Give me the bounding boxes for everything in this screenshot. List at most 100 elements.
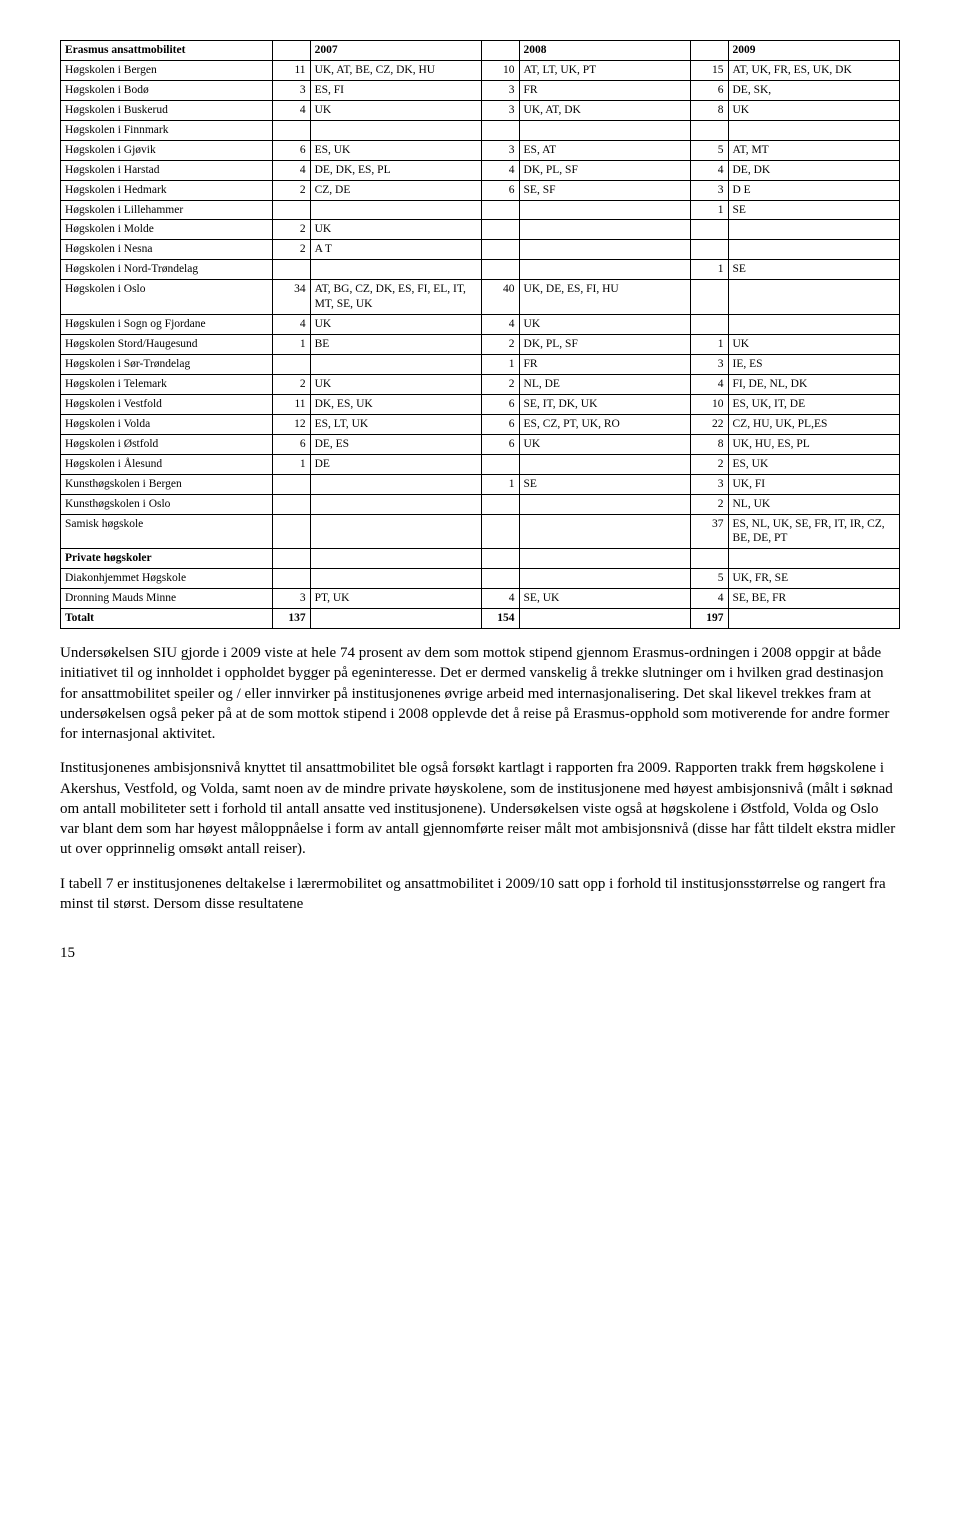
table-cell: 1 [273,335,311,355]
table-cell: AT, MT [728,140,900,160]
table-cell: 197 [690,609,728,629]
table-cell: UK [310,374,481,394]
table-cell [519,240,690,260]
table-header-row: Erasmus ansattmobilitet 2007 2008 2009 [61,41,900,61]
th-2009: 2009 [728,41,900,61]
table-cell: 4 [482,160,520,180]
table-cell: SE [728,200,900,220]
table-cell [482,200,520,220]
table-row: Diakonhjemmet Høgskole5UK, FR, SE [61,569,900,589]
table-row: Høgskolen i Oslo34AT, BG, CZ, DK, ES, FI… [61,280,900,315]
table-cell: Kunsthøgskolen i Bergen [61,474,273,494]
table-cell: A T [310,240,481,260]
th-n2 [482,41,520,61]
table-cell: 137 [273,609,311,629]
table-cell: AT, LT, UK, PT [519,60,690,80]
table-cell: UK [519,315,690,335]
table-cell [482,260,520,280]
table-cell: 4 [273,315,311,335]
table-cell: 2 [273,240,311,260]
table-cell: Høgskolen i Telemark [61,374,273,394]
table-cell [690,120,728,140]
table-cell: UK [728,335,900,355]
table-cell: UK, HU, ES, PL [728,434,900,454]
table-cell [482,494,520,514]
table-row: Høgskolen i Buskerud4UK3UK, AT, DK8UK [61,100,900,120]
table-cell [310,120,481,140]
table-cell: UK [310,315,481,335]
table-cell: 22 [690,414,728,434]
table-cell: 6 [482,180,520,200]
table-cell: 6 [273,140,311,160]
table-row: Høgskolen i Sør-Trøndelag1FR3IE, ES [61,355,900,375]
table-cell: 5 [690,569,728,589]
table-cell: 11 [273,60,311,80]
table-cell: SE, BE, FR [728,589,900,609]
table-cell [482,240,520,260]
table-cell: Høgskolen i Harstad [61,160,273,180]
table-cell: Høgskolen i Sør-Trøndelag [61,355,273,375]
table-row: Høgskolen i Ålesund1DE2ES, UK [61,454,900,474]
paragraph-3: I tabell 7 er institusjonenes deltakelse… [60,874,900,915]
table-cell: Høgskolen i Bodø [61,80,273,100]
table-cell: UK, DE, ES, FI, HU [519,280,690,315]
table-cell [690,315,728,335]
table-cell: Høgskolen i Oslo [61,280,273,315]
table-cell: UK, FR, SE [728,569,900,589]
table-cell: Høgskolen i Lillehammer [61,200,273,220]
table-cell: SE, SF [519,180,690,200]
table-cell: Totalt [61,609,273,629]
table-cell: 5 [690,140,728,160]
table-cell: SE [728,260,900,280]
table-cell: 3 [690,474,728,494]
table-cell: UK, AT, BE, CZ, DK, HU [310,60,481,80]
table-cell: 34 [273,280,311,315]
table-cell: 3 [273,589,311,609]
table-cell: Høgskolen i Nesna [61,240,273,260]
table-cell [273,120,311,140]
table-cell [690,280,728,315]
table-cell: CZ, DE [310,180,481,200]
table-cell [690,240,728,260]
table-cell: Private høgskoler [61,549,273,569]
table-cell [310,355,481,375]
table-cell: DK, ES, UK [310,394,481,414]
table-cell [273,200,311,220]
table-cell: 6 [482,394,520,414]
table-cell [519,494,690,514]
table-cell: AT, BG, CZ, DK, ES, FI, EL, IT, MT, SE, … [310,280,481,315]
table-cell: ES, LT, UK [310,414,481,434]
table-cell: Høgskolen i Østfold [61,434,273,454]
table-cell: Høgskolen i Vestfold [61,394,273,414]
table-cell: Høgskolen i Bergen [61,60,273,80]
table-cell: 2 [690,494,728,514]
table-cell: 4 [482,315,520,335]
table-cell: 3 [690,355,728,375]
table-cell: 1 [690,335,728,355]
table-row: Høgskolen i Volda12ES, LT, UK6ES, CZ, PT… [61,414,900,434]
table-cell: NL, DE [519,374,690,394]
table-cell: 1 [482,355,520,375]
table-cell: 4 [482,589,520,609]
table-cell: 6 [482,414,520,434]
table-cell: 4 [690,589,728,609]
table-row: Dronning Mauds Minne3PT, UK4SE, UK4SE, B… [61,589,900,609]
table-row: Private høgskoler [61,549,900,569]
table-cell [519,549,690,569]
table-cell: ES, FI [310,80,481,100]
table-cell [482,514,520,549]
table-cell: 8 [690,100,728,120]
table-cell: 2 [273,180,311,200]
table-cell: Høgskulen i Sogn og Fjordane [61,315,273,335]
table-cell: 3 [273,80,311,100]
table-cell: D E [728,180,900,200]
table-row: Høgskolen i Vestfold11DK, ES, UK6SE, IT,… [61,394,900,414]
table-cell [273,355,311,375]
table-cell [690,220,728,240]
table-row: Høgskolen i Østfold6DE, ES6UK8UK, HU, ES… [61,434,900,454]
table-cell: 10 [690,394,728,414]
table-cell [519,569,690,589]
th-2007: 2007 [310,41,481,61]
table-cell: Samisk høgskole [61,514,273,549]
table-cell: 2 [273,220,311,240]
